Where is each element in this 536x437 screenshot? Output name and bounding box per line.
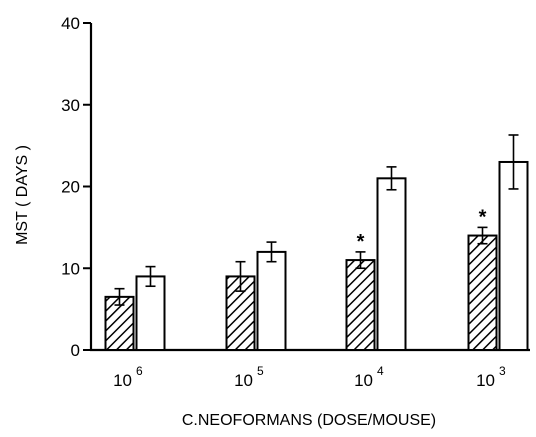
y-tick-label: 40 <box>61 14 80 33</box>
bar-open <box>135 275 166 351</box>
y-tick-label: 0 <box>71 341 80 360</box>
y-tick-label: 20 <box>61 178 80 197</box>
x-axis-title: C.NEOFORMANS (DOSE/MOUSE) <box>182 412 436 429</box>
bars: ** <box>104 134 529 352</box>
significance-marker: * <box>479 206 487 228</box>
x-tick-exponent: 5 <box>257 364 264 378</box>
x-tick-exponent: 3 <box>499 364 506 378</box>
x-tick-exponent: 6 <box>136 364 143 378</box>
bar-hatched <box>467 234 498 351</box>
bar-open <box>256 250 287 351</box>
significance-marker: * <box>357 231 365 253</box>
x-categories: 10 6 10 5 10 4 10 3 <box>113 364 506 390</box>
x-tick-label: 10 <box>476 371 495 390</box>
x-tick-label: 10 <box>113 371 132 390</box>
x-tick-label: 10 <box>234 371 253 390</box>
y-tick-label: 10 <box>61 259 80 278</box>
x-tick-exponent: 4 <box>377 364 384 378</box>
y-ticks: 0 10 20 30 40 <box>61 14 91 360</box>
bar-open <box>376 177 407 351</box>
bar-hatched <box>345 259 376 352</box>
y-tick-label: 30 <box>61 96 80 115</box>
x-tick-label: 10 <box>354 371 373 390</box>
bar-open <box>498 160 529 351</box>
y-axis-title: MST ( DAYS ) <box>14 145 31 245</box>
